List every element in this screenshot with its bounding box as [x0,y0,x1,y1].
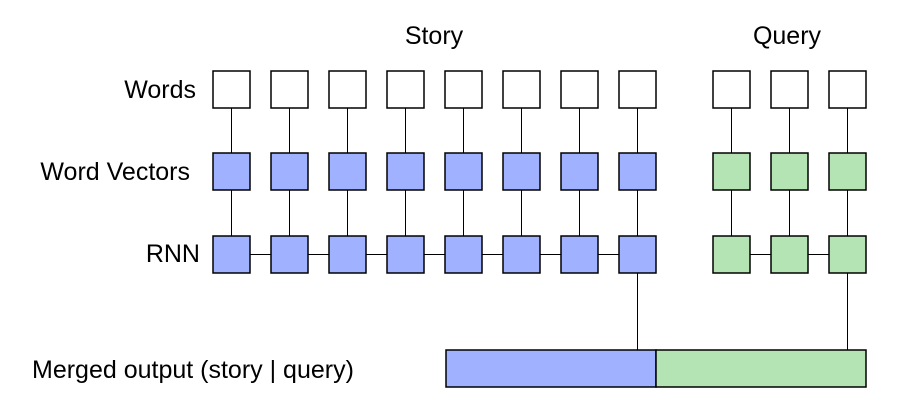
query-word-box [770,70,809,109]
story-word-box [212,70,251,109]
row-label-rnn: RNN [146,240,200,268]
story-word-box [386,70,425,109]
story-word-vector-box [270,152,309,191]
query-rnn-cell [712,235,751,274]
story-rnn-cell [444,235,483,274]
story-word-box [560,70,599,109]
story-rnn-cell [270,235,309,274]
row-label-words: Words [124,76,196,104]
query-word-vector-box [770,152,809,191]
story-header: Story [405,22,464,50]
query-word-vector-box [712,152,751,191]
story-word-box [270,70,309,109]
story-rnn-cell [560,235,599,274]
story-rnn-cell [386,235,425,274]
merged-query-segment [655,349,867,388]
row-label-word-vectors: Word Vectors [40,158,190,186]
story-word-box [618,70,657,109]
query-rnn-cell [828,235,867,274]
query-word-box [712,70,751,109]
story-rnn-cell [502,235,541,274]
story-word-vector-box [444,152,483,191]
story-word-vector-box [502,152,541,191]
story-rnn-cell [212,235,251,274]
story-word-vector-box [386,152,425,191]
story-word-vector-box [212,152,251,191]
story-rnn-cell [618,235,657,274]
query-word-box [828,70,867,109]
story-word-vector-box [328,152,367,191]
query-header: Query [753,22,822,50]
story-rnn-cell [328,235,367,274]
story-word-box [328,70,367,109]
merged-story-segment [445,349,657,388]
query-word-vector-box [828,152,867,191]
story-word-vector-box [618,152,657,191]
story-word-vector-box [560,152,599,191]
query-rnn-cell [770,235,809,274]
row-label-merged-output: Merged output (story | query) [32,356,354,384]
connections [231,108,848,350]
story-word-box [444,70,483,109]
nodes [212,70,867,388]
story-word-box [502,70,541,109]
